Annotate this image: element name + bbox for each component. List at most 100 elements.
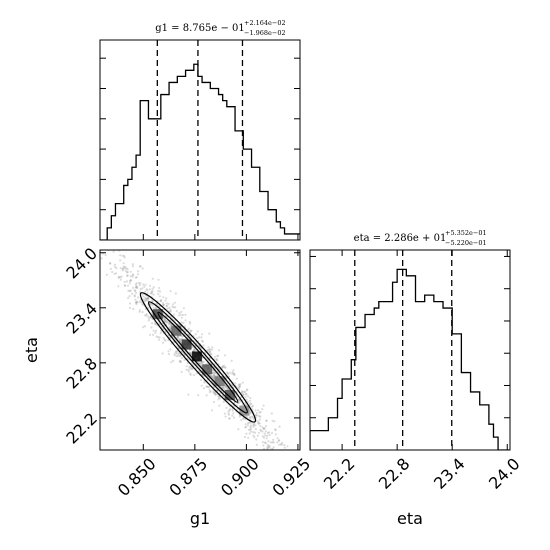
scatter-point	[201, 340, 204, 343]
scatter-point	[244, 423, 247, 426]
scatter-point	[268, 433, 271, 437]
scatter-point	[274, 429, 277, 432]
scatter-point	[131, 263, 134, 266]
scatter-point	[107, 242, 109, 244]
scatter-point	[164, 299, 167, 302]
scatter-point	[179, 338, 182, 341]
scatter-point	[201, 362, 204, 365]
scatter-point	[192, 374, 195, 377]
scatter-point	[157, 292, 160, 295]
scatter-point	[239, 383, 242, 386]
g1-title-sub: −1.968e−02	[244, 29, 286, 37]
scatter-point	[216, 359, 219, 362]
scatter-point	[193, 348, 196, 352]
scatter-point	[187, 393, 190, 396]
g1-histogram-bin	[190, 70, 194, 240]
scatter-point	[154, 323, 157, 326]
scatter-point	[144, 290, 147, 293]
scatter-point	[233, 373, 236, 376]
scatter-point	[252, 424, 255, 427]
scatter-point	[165, 302, 168, 305]
eta-histogram-bin	[393, 282, 398, 450]
scatter-point	[169, 290, 172, 293]
scatter-point	[126, 284, 130, 287]
scatter-point	[271, 447, 274, 450]
scatter-point	[234, 398, 237, 401]
scatter-point	[212, 373, 215, 377]
scatter-point	[259, 428, 262, 431]
scatter-point	[205, 385, 208, 388]
scatter-point	[273, 469, 275, 471]
scatter-point	[262, 404, 265, 407]
scatter-point	[117, 245, 119, 247]
scatter-point	[159, 299, 162, 302]
scatter-point	[309, 480, 311, 482]
scatter-point	[133, 289, 136, 292]
contour-level-1	[139, 292, 257, 423]
scatter-point	[154, 331, 157, 334]
scatter-point	[135, 276, 138, 279]
scatter-point	[250, 415, 254, 418]
scatter-point	[197, 394, 200, 397]
scatter-point	[192, 348, 196, 351]
g1-histogram-bin	[186, 70, 190, 240]
scatter-point	[148, 288, 151, 291]
g1-histogram-bin	[202, 82, 206, 240]
scatter-point	[203, 381, 206, 384]
scatter-point	[137, 296, 140, 299]
scatter-point	[121, 269, 124, 272]
scatter-point	[207, 348, 210, 352]
scatter-point	[240, 396, 243, 399]
scatter-point	[98, 240, 100, 242]
scatter-point	[131, 275, 134, 278]
eta-histogram-bin	[370, 315, 375, 450]
scatter-point	[200, 336, 203, 339]
scatter-point	[270, 431, 274, 435]
scatter-point	[254, 427, 257, 431]
x-axis-label-g1: g1	[190, 509, 210, 528]
g1-xtick-label: 0.925	[269, 454, 315, 500]
scatter-point	[214, 391, 217, 394]
scatter-point	[270, 459, 272, 461]
scatter-point	[257, 409, 260, 412]
scatter-point	[92, 243, 94, 245]
scatter-point	[169, 308, 172, 311]
scatter-point	[183, 325, 186, 328]
scatter-point	[231, 408, 234, 411]
scatter-point	[143, 299, 146, 302]
scatter-point	[93, 238, 95, 240]
eta-histogram-bin	[379, 302, 384, 450]
scatter-point	[263, 461, 265, 463]
scatter-point	[184, 319, 187, 322]
scatter-point	[155, 303, 159, 306]
scatter-point	[286, 463, 288, 465]
g1-histogram-bin	[243, 149, 247, 240]
scatter-point	[149, 316, 152, 319]
scatter-point	[202, 344, 205, 347]
scatter-point	[214, 393, 217, 396]
scatter-point	[196, 330, 199, 333]
g1-histogram-bin	[252, 167, 256, 240]
scatter-point	[159, 332, 162, 335]
scatter-point	[166, 307, 169, 310]
scatter-point	[224, 415, 227, 418]
scatter-point	[182, 307, 185, 310]
scatter-point	[264, 434, 267, 437]
scatter-point	[117, 285, 120, 288]
scatter-point	[135, 286, 138, 289]
g1-histogram-panel: g1 = 8.765e − 01 +2.164e−02 −1.968e−02	[99, 19, 301, 241]
scatter-point	[189, 366, 192, 369]
scatter-point	[151, 304, 154, 307]
scatter-point	[279, 443, 283, 446]
eta-histogram-bin	[347, 379, 352, 450]
scatter-point	[146, 292, 149, 295]
scatter-point	[150, 316, 153, 319]
scatter-point	[188, 351, 191, 354]
eta-ytick-label: 22.2	[62, 409, 101, 448]
scatter-point	[265, 419, 268, 422]
scatter-point	[245, 432, 248, 435]
scatter-point	[224, 366, 227, 369]
scatter-point	[152, 286, 155, 289]
scatter-point	[119, 259, 122, 262]
scatter-point	[243, 435, 247, 439]
